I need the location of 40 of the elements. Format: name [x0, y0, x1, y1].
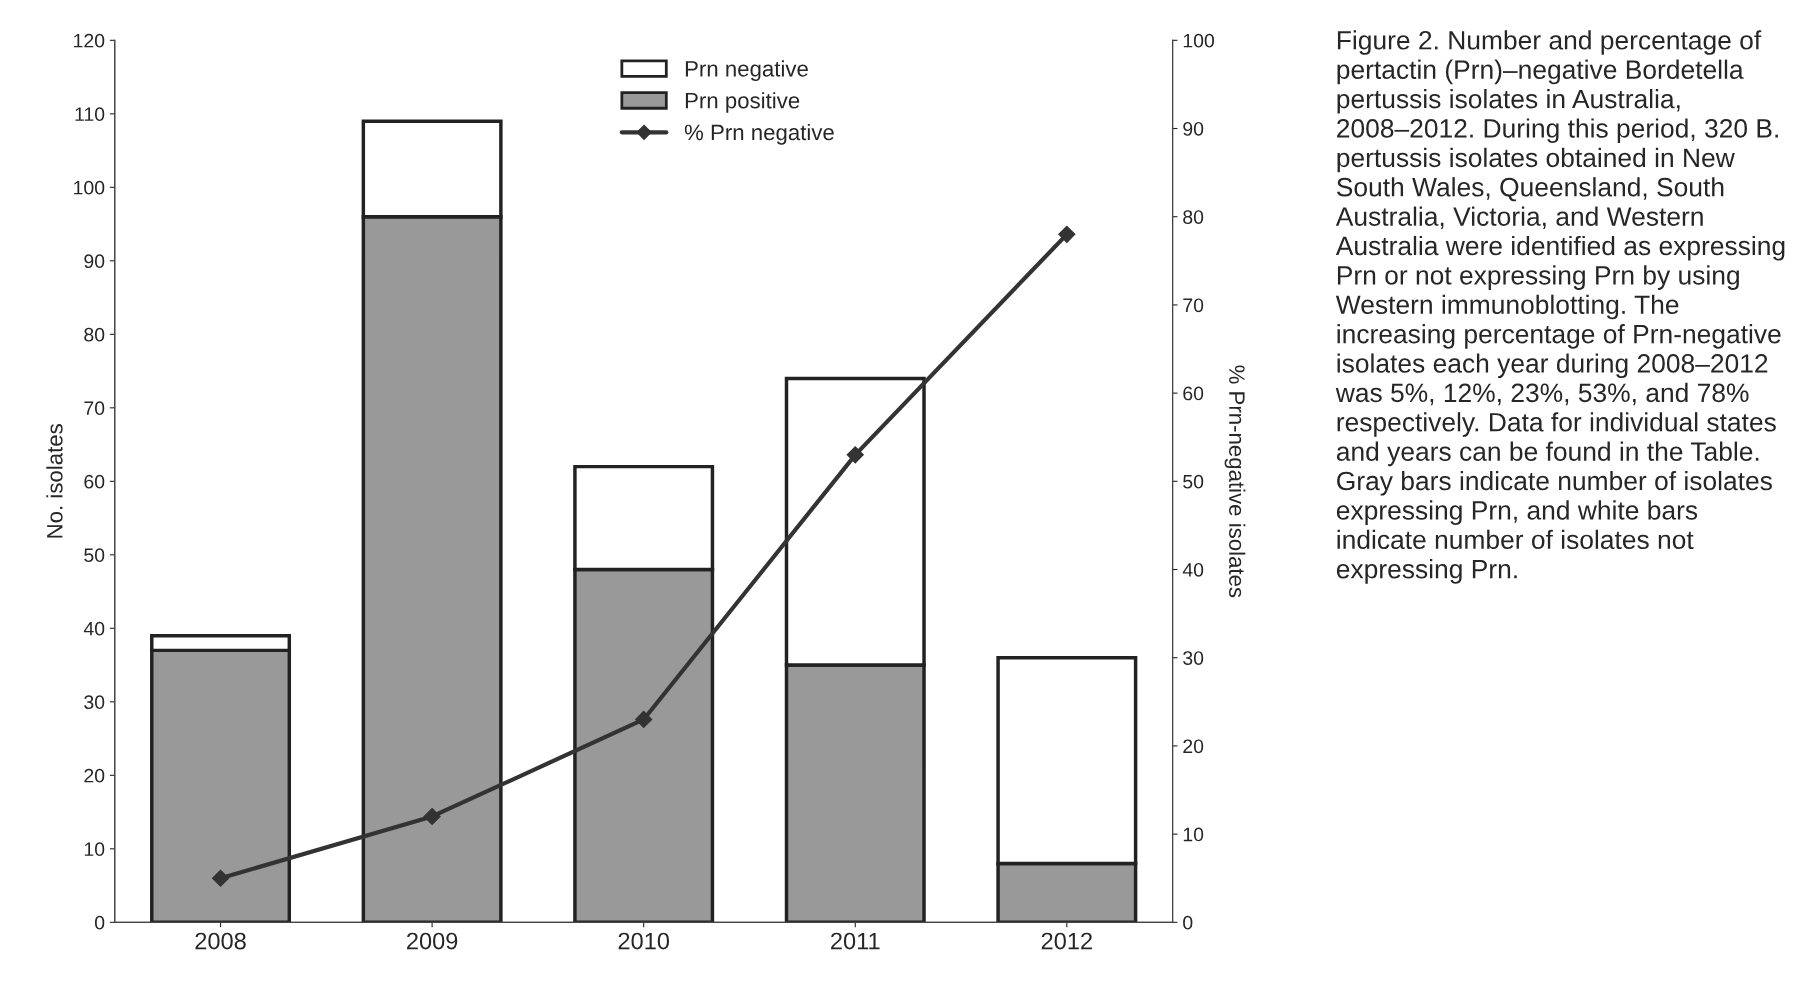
y-tick-label: 80	[84, 327, 105, 342]
x-tick-label: 2010	[618, 932, 670, 950]
x-tick-label: 2011	[831, 932, 880, 950]
legend-label: Prn negative	[685, 60, 808, 82]
y2-tick-label: 20	[1183, 739, 1204, 754]
y-tick-label: 70	[84, 401, 105, 416]
y-tick-label: 60	[84, 474, 105, 489]
y2-tick-label: 40	[1182, 562, 1204, 577]
legend-label: Prn positive	[685, 92, 800, 113]
y-tick-label: 0	[94, 915, 105, 930]
y2-tick-label: 70	[1183, 298, 1204, 313]
y2-axis-title: % Prn-negative isolates	[1224, 365, 1246, 598]
y2-tick-label: 0	[1183, 915, 1193, 930]
y-tick-label: 110	[75, 107, 105, 122]
point	[211, 869, 230, 887]
y-tick-label: 90	[84, 254, 105, 269]
y2-tick-label: 10	[1183, 827, 1204, 842]
y2-tick-label: 100	[1183, 33, 1215, 48]
y-tick-label: 120	[74, 33, 105, 48]
y-tick-label: 10	[84, 842, 105, 857]
point	[635, 710, 653, 729]
x-tick-label: 2009	[407, 932, 458, 950]
y2-tick-label: 30	[1183, 651, 1204, 665]
y2-tick-label: 90	[1183, 121, 1204, 136]
y2-tick-label: 50	[1183, 474, 1204, 489]
text: Figure 2. Number and percentage of pertactin (Prn)–negative Bordetella pertussis isolates in Australia, 2008–2012. During this period, 320 B. pertussis isolates obtained in New South Wales, Queensland, South Australia, Victoria, and Western Australia were identified as expressing Prn or not expressing Prn by using Western immunoblotting. The increasing percentage of Prn-negative isolates each year during 2008–2012 was 5%, 12%, 23%, 53%, and 78% respectively. Data for individual states and years can be found in the Table. Gray bars indicate number of isolates expressing Prn, and white bars indicate number of isolates not expressing Prn.	[1335, 30, 1785, 584]
y2-tick-label: 60	[1183, 386, 1204, 401]
x-tick-label: 2008	[195, 932, 246, 950]
point	[423, 807, 441, 826]
point	[846, 446, 864, 464]
y-tick-label: 20	[84, 768, 105, 783]
y-tick-label: 50	[84, 548, 105, 563]
point	[1058, 225, 1076, 243]
y-tick-label: 100	[74, 180, 105, 195]
y2-tick-label: 80	[1183, 210, 1204, 224]
x-tick-label: 2012	[1041, 932, 1092, 950]
y-tick-label: 30	[84, 695, 105, 710]
y-tick-label: 40	[83, 621, 105, 636]
y-axis-title: No. isolates	[46, 424, 63, 538]
legend-label: % Prn negative	[684, 123, 834, 145]
